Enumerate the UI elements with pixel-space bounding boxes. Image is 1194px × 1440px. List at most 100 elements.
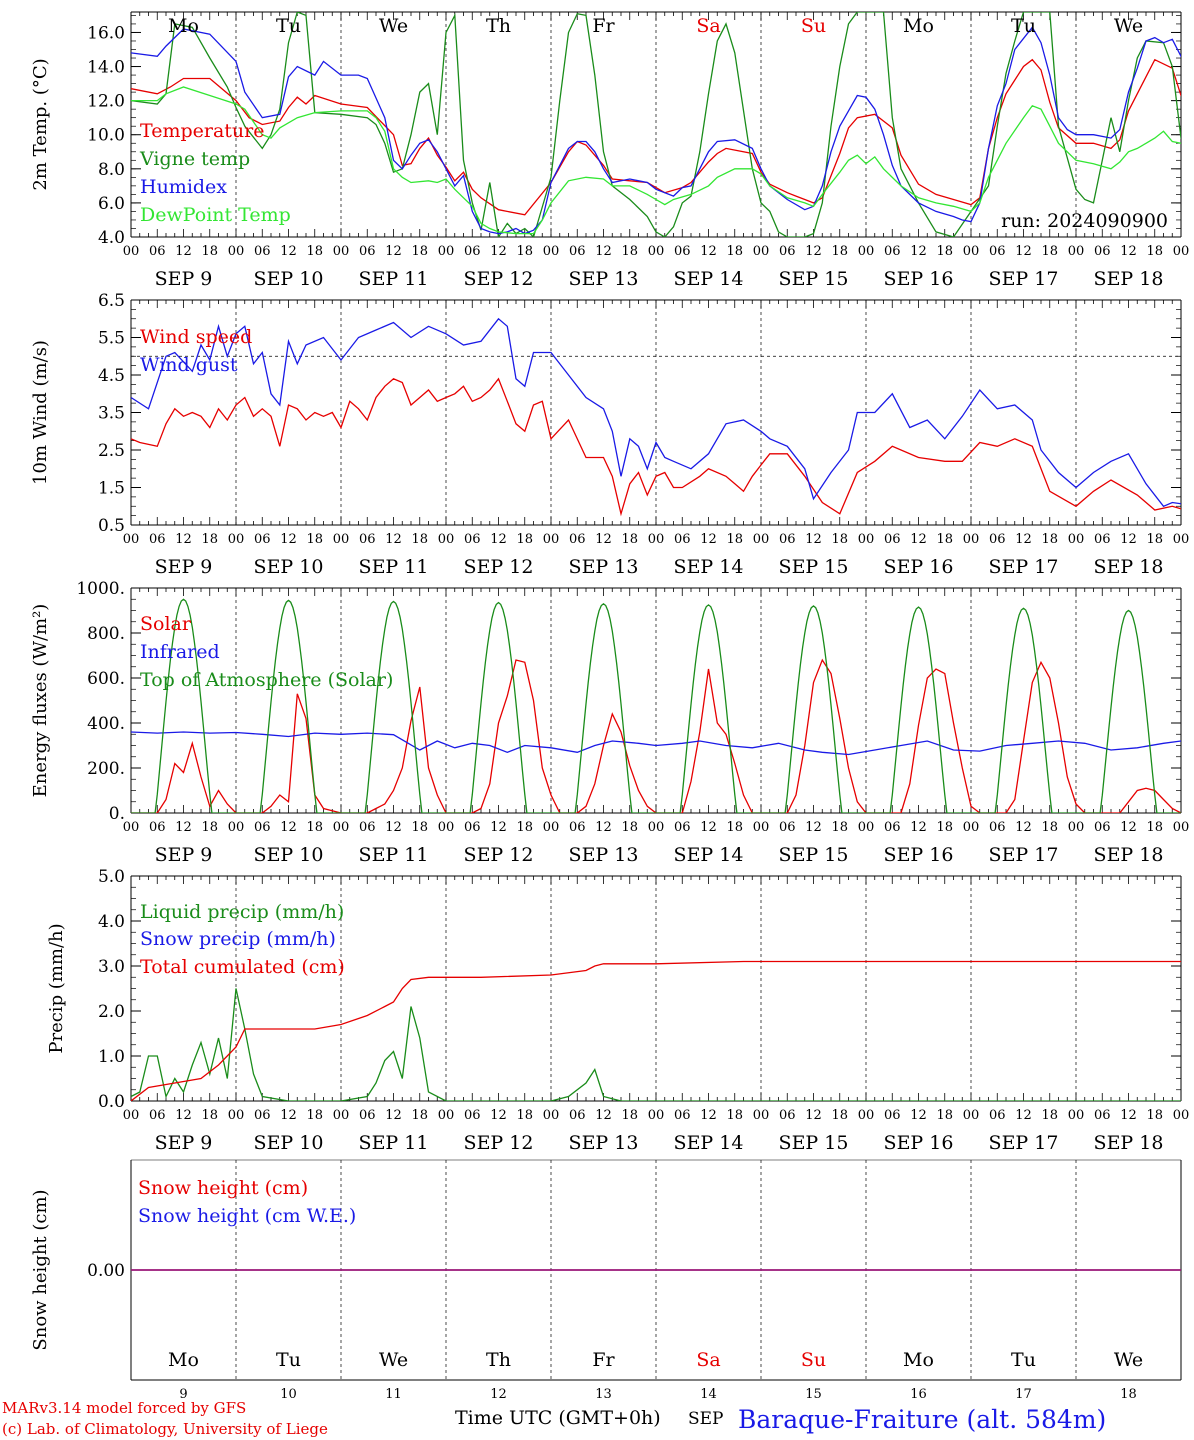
legend-entry: Solar <box>140 613 192 635</box>
date-label: SEP 16 <box>884 1132 954 1154</box>
hour-tick-label: 18 <box>726 1108 743 1123</box>
series-group <box>131 12 1181 237</box>
hour-tick-label: 00 <box>1173 244 1190 259</box>
hour-tick-label: 06 <box>569 244 586 259</box>
date-label: SEP 12 <box>464 1132 534 1154</box>
hour-tick-label: 12 <box>385 820 402 835</box>
legend-entry: Wind gust <box>140 354 238 376</box>
day-label: We <box>1114 15 1143 37</box>
hour-tick-label: 18 <box>516 820 533 835</box>
y-tick-label: 600. <box>87 669 125 689</box>
hour-tick-label: 00 <box>1173 532 1190 547</box>
hour-tick-label: 18 <box>1146 532 1163 547</box>
series-total-cumulated-cm- <box>131 960 1181 1101</box>
hour-tick-label: 06 <box>1094 820 1111 835</box>
hour-tick-label: 00 <box>1173 1108 1190 1123</box>
day-label: Th <box>486 1349 511 1371</box>
y-tick-label: 6.0 <box>98 194 125 214</box>
day-number: 15 <box>805 1387 822 1402</box>
day-number: 16 <box>910 1387 927 1402</box>
hour-tick-label: 00 <box>543 244 560 259</box>
y-tick-label: 0. <box>109 804 125 824</box>
hour-tick-label: 12 <box>385 244 402 259</box>
hour-tick-label: 00 <box>438 1108 455 1123</box>
day-number: 17 <box>1015 1387 1032 1402</box>
day-label: Sa <box>696 1349 720 1371</box>
hour-tick-label: 00 <box>438 244 455 259</box>
y-tick-label: 2.0 <box>98 1002 125 1022</box>
station-label: Baraque-Fraiture (alt. 584m) <box>738 1405 1106 1434</box>
hour-tick-label: 06 <box>149 532 166 547</box>
hour-tick-label: 00 <box>648 1108 665 1123</box>
day-label: Mo <box>168 1349 199 1371</box>
hour-tick-label: 06 <box>674 1108 691 1123</box>
date-label: SEP 14 <box>674 556 744 578</box>
series-group <box>131 960 1181 1101</box>
hour-tick-label: 06 <box>884 1108 901 1123</box>
day-number: 18 <box>1120 1387 1137 1402</box>
hour-tick-label: 18 <box>621 1108 638 1123</box>
y-tick-label: 1000. <box>76 579 125 599</box>
date-label: SEP 16 <box>884 268 954 290</box>
hour-tick-label: 06 <box>464 1108 481 1123</box>
y-tick-label: 4.0 <box>98 912 125 932</box>
hour-tick-label: 18 <box>621 820 638 835</box>
hour-tick-label: 18 <box>726 532 743 547</box>
date-label: SEP 9 <box>155 556 213 578</box>
footer: MARv3.14 model forced by GFS (c) Lab. of… <box>2 1399 1106 1438</box>
date-label: SEP 11 <box>359 268 429 290</box>
panel-2: 0.5 1.5 2.5 3.5 4.5 5.5 6.5 10m Wind (m/s) Wind … <box>30 291 1190 578</box>
date-label: SEP 18 <box>1094 844 1164 866</box>
date-label: SEP 11 <box>359 556 429 578</box>
day-number: 12 <box>490 1387 507 1402</box>
hour-tick-label: 06 <box>254 244 271 259</box>
hour-tick-label: 12 <box>1120 1108 1137 1123</box>
hour-tick-label: 06 <box>1094 532 1111 547</box>
hour-tick-label: 00 <box>963 244 980 259</box>
series-liquid-precip-mm-h- <box>131 988 1181 1101</box>
hour-tick-label: 12 <box>805 1108 822 1123</box>
series-wind-speed <box>131 377 1181 517</box>
date-label: SEP 15 <box>779 844 849 866</box>
hour-tick-label: 06 <box>569 1108 586 1123</box>
panel-5: 0.00 Snow height (cm) Snow height (cm) Snow… <box>30 1159 1182 1402</box>
legend-entry: DewPoint Temp <box>140 204 291 226</box>
hour-tick-label: 06 <box>464 532 481 547</box>
hour-tick-label: 12 <box>1120 244 1137 259</box>
hour-tick-label: 12 <box>910 532 927 547</box>
y-tick-label: 4.5 <box>98 366 125 386</box>
hour-tick-label: 06 <box>779 1108 796 1123</box>
series-infrared <box>131 731 1181 756</box>
date-label: SEP 12 <box>464 268 534 290</box>
hour-tick-label: 18 <box>1146 820 1163 835</box>
hour-tick-label: 18 <box>516 532 533 547</box>
hour-tick-label: 06 <box>1094 244 1111 259</box>
hour-tick-label: 12 <box>700 820 717 835</box>
y-tick-label: 10.0 <box>87 126 125 146</box>
date-label: SEP 15 <box>779 268 849 290</box>
hour-tick-label: 06 <box>989 244 1006 259</box>
date-label: SEP 12 <box>464 556 534 578</box>
day-number: 9 <box>179 1387 187 1402</box>
hour-tick-label: 06 <box>254 820 271 835</box>
legend-entry: Total cumulated (cm) <box>140 956 345 978</box>
y-axis-label: Energy fluxes (W/m²) <box>30 604 51 798</box>
date-label: SEP 11 <box>359 1132 429 1154</box>
hour-tick-label: 18 <box>411 1108 428 1123</box>
hour-tick-label: 18 <box>1041 1108 1058 1123</box>
day-label: Tu <box>276 15 301 37</box>
hour-tick-label: 18 <box>1146 1108 1163 1123</box>
y-tick-label: 0.00 <box>87 1261 125 1281</box>
date-label: SEP 17 <box>989 844 1059 866</box>
y-axis-label: Precip (mm/h) <box>46 923 67 1053</box>
date-label: SEP 9 <box>155 268 213 290</box>
date-label: SEP 13 <box>569 1132 639 1154</box>
hour-tick-label: 12 <box>910 1108 927 1123</box>
hour-tick-label: 06 <box>674 820 691 835</box>
date-label: SEP 16 <box>884 844 954 866</box>
series-temperature <box>131 58 1181 216</box>
date-label: SEP 13 <box>569 556 639 578</box>
run-label: run: 2024090900 <box>1001 210 1168 232</box>
hour-tick-label: 00 <box>753 244 770 259</box>
